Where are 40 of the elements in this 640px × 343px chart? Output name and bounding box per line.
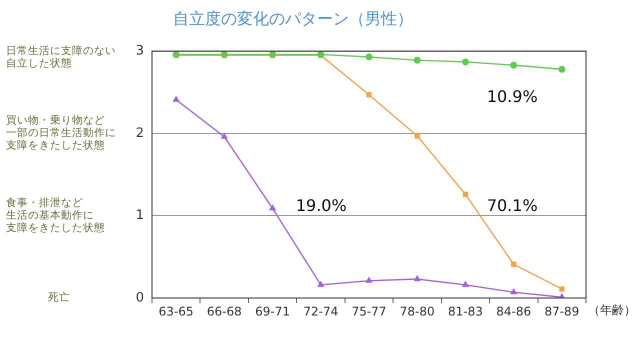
point: [559, 286, 565, 292]
point: [221, 133, 228, 139]
y-tick-label: 1: [136, 208, 144, 224]
point: [462, 192, 468, 197]
point: [510, 288, 517, 294]
chart-title: 自立度の変化のパターン（男性）: [173, 8, 413, 28]
y-tick-label: 3: [136, 44, 144, 59]
annotation: 10.9%: [486, 87, 538, 106]
point: [511, 262, 516, 267]
y-tick-label: 0: [136, 290, 144, 306]
x-tick-label: 63-65: [158, 304, 194, 318]
point: [510, 62, 518, 69]
point: [414, 133, 420, 139]
point: [318, 281, 324, 287]
text: 日常生活に支障のない自立した状態: [6, 44, 116, 70]
x-tick-label: 81-83: [448, 304, 483, 318]
y-tick-label: 2: [136, 126, 144, 141]
annotation: 19.0%: [296, 196, 347, 215]
text: 死亡: [48, 290, 70, 304]
x-axis-title: （年齢）: [588, 303, 636, 318]
point: [414, 276, 420, 282]
x-tick-label: 69-71: [255, 304, 290, 318]
x-tick-label: 78-80: [400, 304, 435, 318]
point: [173, 96, 180, 102]
x-tick-label: 66-68: [206, 304, 242, 318]
text: 買い物・乗り物など一部の日常生活動作に支障をきたした状態: [6, 114, 116, 152]
x-tick-label: 75-77: [352, 304, 386, 318]
point: [462, 58, 469, 66]
point: [269, 204, 276, 210]
point: [366, 92, 372, 98]
x-tick-label: 87-89: [544, 304, 580, 318]
point: [366, 54, 372, 60]
point: [462, 281, 469, 287]
point: [414, 56, 421, 64]
point: [558, 66, 566, 73]
annotation: 70.1%: [486, 196, 538, 215]
x-tick-label: 84-86: [496, 304, 532, 318]
x-tick-label: 72-74: [303, 304, 338, 318]
point: [366, 277, 372, 283]
text: 食事・排泄など生活の基本動作に支障をきたした状態: [6, 196, 105, 234]
